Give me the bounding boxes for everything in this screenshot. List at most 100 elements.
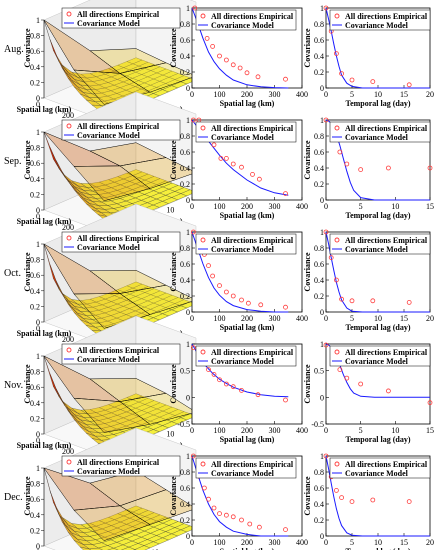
empirical-point [256, 524, 262, 530]
y-tick-label: 0.6 [180, 484, 190, 493]
x-tick-label: 20 [426, 90, 434, 99]
legend-box [61, 343, 181, 365]
empirical-point [385, 388, 391, 394]
y-tick-label: 0.2 [314, 292, 324, 301]
legend-empirical-marker [334, 125, 340, 131]
covariance-panel-spatial: 0 100 200 300 400 0 0.2 0.4 0.6 0.8 1 Spatial lag (… [169, 228, 308, 332]
x-tick-label: 0 [324, 202, 328, 211]
empirical-point [206, 263, 211, 269]
y-axis-title: Covariance [169, 252, 178, 292]
z-tick-label: 0.6 [30, 383, 40, 392]
x-axis-title: Temporal lag (day) [345, 211, 410, 220]
temporal-tick-label: 10 [151, 548, 159, 550]
y-tick-label: 0.4 [180, 500, 190, 509]
x-axis-title: Spatial lag (km) [220, 547, 275, 550]
x-tick-label: 10 [374, 314, 382, 323]
z-axis-title: Covariance [23, 252, 32, 292]
y-axis-title: Covariance [303, 476, 312, 516]
legend-empirical-marker [66, 11, 72, 17]
y-tick-label: 0 [320, 532, 324, 541]
x-tick-label: 15 [426, 202, 434, 211]
covariance-panel-spatial: 0 100 200 300 400 0 0.2 0.4 0.6 0.8 1 Spatial lag (… [169, 116, 308, 220]
legend-empirical-marker [66, 459, 72, 465]
x-tick-label: 400 [296, 538, 308, 547]
empirical-point [210, 273, 216, 279]
covariance-model-line [325, 7, 430, 89]
empirical-point [230, 514, 236, 520]
y-tick-label: 0.2 [314, 180, 324, 189]
z-tick-label: 0.4 [30, 511, 40, 520]
z-tick-label: 0.4 [30, 287, 40, 296]
z-tick-label: 1 [36, 464, 40, 473]
x-tick-label: 100 [214, 426, 226, 435]
y-tick-label: 0 [320, 308, 324, 317]
y-tick-label: 1 [320, 4, 324, 13]
y-axis-title: Covariance [303, 140, 312, 180]
legend-model-label: Covariance Model [345, 357, 409, 366]
y-tick-label: 0.4 [180, 52, 190, 61]
y-tick-label: 1 [186, 452, 190, 461]
y-tick-label: 0.6 [314, 36, 324, 45]
y-axis-title: Covariance [303, 252, 312, 292]
spatial-tick-label: 0 [36, 212, 40, 221]
empirical-point [339, 495, 345, 501]
x-tick-label: 20 [426, 538, 434, 547]
legend-model-label: Covariance Model [77, 355, 141, 364]
x-tick-label: 0 [324, 314, 328, 323]
empirical-point [192, 5, 198, 11]
x-tick-label: 300 [269, 538, 281, 547]
month-label: Oct. [4, 268, 21, 279]
y-tick-label: 0.4 [180, 164, 190, 173]
empirical-point [370, 497, 376, 503]
empirical-point [333, 51, 339, 56]
empirical-point [358, 167, 364, 173]
legend-box [61, 7, 181, 29]
y-tick-label: 0.2 [180, 292, 190, 301]
empirical-point [323, 5, 329, 11]
z-axis-title: Covariance [23, 140, 32, 180]
y-axis-title: Covariance [169, 28, 178, 68]
empirical-point [204, 36, 210, 41]
z-tick-label: 1 [36, 240, 40, 249]
legend-empirical-marker [200, 349, 206, 355]
x-tick-label: 15 [400, 538, 408, 547]
covariance-panel-spatial: 0 100 200 300 400 0 0.2 0.4 0.6 0.8 1 Spatial lag (… [169, 452, 308, 550]
empirical-point [223, 57, 229, 63]
empirical-point [339, 71, 345, 76]
x-tick-label: 300 [269, 90, 281, 99]
month-label: Dec. [4, 492, 23, 503]
z-tick-label: 1 [36, 128, 40, 137]
y-axis-title: Covariance [169, 364, 178, 404]
empirical-point [255, 392, 261, 398]
legend-box [195, 121, 297, 143]
empirical-point [283, 397, 288, 403]
y-tick-label: 1 [320, 452, 324, 461]
z-tick-label: 0.8 [30, 32, 40, 41]
surface-patch [43, 467, 60, 515]
empirical-point [337, 149, 343, 155]
y-tick-label: 1 [186, 228, 190, 237]
y-tick-label: 1 [320, 116, 324, 125]
spatial-tick-label: 200 [62, 223, 74, 232]
empirical-point [206, 496, 211, 502]
legend-model-label: Covariance Model [211, 245, 275, 254]
z-tick-label: 0.4 [30, 63, 40, 72]
z-axis-title: Covariance [23, 476, 32, 516]
z-tick-label: 0.4 [30, 175, 40, 184]
empirical-point [328, 255, 334, 261]
y-tick-label: 0.2 [314, 516, 324, 525]
empirical-point [230, 62, 236, 68]
empirical-point [427, 400, 433, 406]
surface-patch [43, 131, 60, 169]
empirical-point [339, 296, 345, 302]
x-tick-label: 300 [269, 202, 281, 211]
y-tick-label: 0.4 [180, 276, 190, 285]
empirical-point [333, 277, 339, 283]
covariance-panel-spatial: 0 100 200 300 400 0 0.2 0.4 0.6 0.8 1 Spatial lag (… [169, 4, 308, 108]
z-tick-label: 1 [36, 352, 40, 361]
empirical-point [223, 155, 229, 161]
empirical-point [217, 53, 222, 59]
empirical-point [239, 387, 244, 393]
